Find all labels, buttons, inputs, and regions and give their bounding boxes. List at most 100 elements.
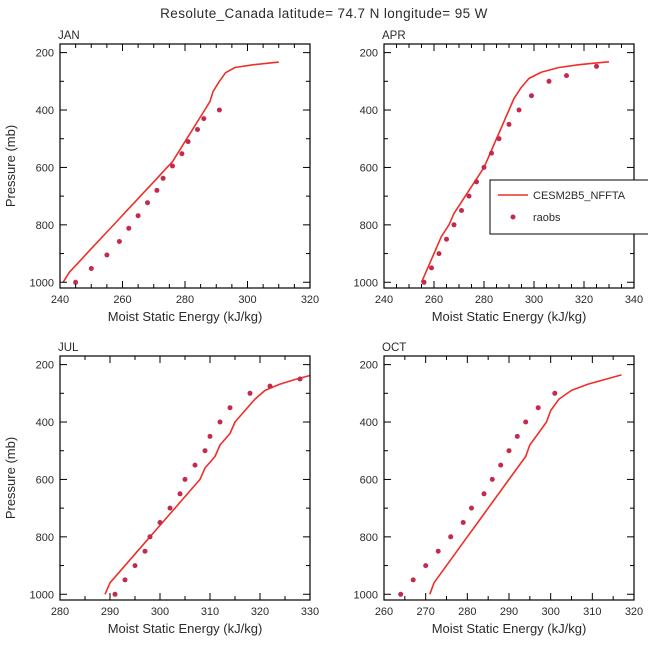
x-tick-label: 320 <box>625 606 643 618</box>
raobs-dot <box>122 577 128 583</box>
y-tick-label: 400 <box>36 105 54 117</box>
y-tick-label: 1000 <box>30 589 54 601</box>
y-tick-label: 600 <box>360 474 378 486</box>
y-tick-label: 600 <box>360 162 378 174</box>
x-tick-label: 310 <box>201 606 219 618</box>
model-line <box>62 61 279 283</box>
raobs-dot <box>564 73 569 79</box>
x-tick-label: 290 <box>500 606 518 618</box>
raobs-dot <box>177 491 183 497</box>
y-tick-label: 800 <box>36 220 54 232</box>
raobs-dot <box>460 520 466 525</box>
raobs-dot <box>217 419 223 425</box>
x-tick-label: 240 <box>51 294 69 306</box>
raobs-dot <box>594 63 599 69</box>
raobs-dot <box>135 213 141 219</box>
top-row: 240 260 280 300 320 200 400 600 800 1000 JAN Moist … <box>0 28 648 328</box>
raobs-dot <box>474 179 479 185</box>
y-tick-label: 200 <box>36 360 54 372</box>
raobs-dot <box>459 208 464 213</box>
x-axis-title: Moist Static Energy (kJ/kg) <box>432 621 587 636</box>
x-tick-label: 300 <box>525 294 543 306</box>
raobs-dot <box>481 164 487 170</box>
raobs-dot <box>448 534 454 540</box>
raobs-dot <box>421 279 427 285</box>
raobs-dot <box>182 476 188 482</box>
x-axis-title: Moist Static Energy (kJ/kg) <box>108 309 263 324</box>
raobs-dot <box>247 390 253 396</box>
y-tick-label: 400 <box>360 417 378 429</box>
raobs-dot <box>552 390 558 396</box>
model-line <box>420 61 610 283</box>
chart-panel-oct: 260 270 280 290 300 310 320 200 400 600 800 1000 OCT… <box>354 342 644 636</box>
x-tick-label: 280 <box>458 606 476 618</box>
x-tick-label: 290 <box>101 606 119 618</box>
chart-panel-jul: 280 290 300 310 320 330 200 400 600 800 1000 JUL Moi… <box>3 342 319 636</box>
y-tick-label: 800 <box>360 532 378 544</box>
x-tick-label: 280 <box>176 294 194 306</box>
x-tick-label: 320 <box>575 294 593 306</box>
raobs-dot <box>170 163 175 169</box>
y-tick-label: 800 <box>360 220 378 232</box>
x-tick-label: 280 <box>475 294 493 306</box>
x-tick-label: 320 <box>301 294 319 306</box>
model-line <box>104 374 311 595</box>
raobs-dot <box>297 376 303 382</box>
raobs-dot <box>410 577 416 583</box>
chart-panel-apr: 240 260 280 300 320 340 200 400 600 800 1000 APR Moi… <box>354 30 648 324</box>
panel-month-label: JUL <box>58 342 79 354</box>
raobs-dot <box>116 239 122 244</box>
raobs-dot <box>227 405 233 411</box>
raobs-dot <box>535 405 541 411</box>
raobs-dot <box>506 448 512 454</box>
raobs-dot <box>201 116 207 122</box>
x-tick-label: 320 <box>251 606 269 618</box>
raobs-dot <box>514 433 520 439</box>
raobs-dot <box>481 491 487 497</box>
panel-month-label: JAN <box>58 30 80 42</box>
raobs-dot <box>126 225 132 231</box>
y-tick-label: 200 <box>360 360 378 372</box>
model-line <box>429 374 622 595</box>
raobs-dot <box>489 150 494 156</box>
y-tick-label: 600 <box>36 474 54 486</box>
raobs-dot <box>73 279 79 285</box>
raobs-dot <box>546 78 552 84</box>
raobs-dot <box>516 107 522 113</box>
raobs-dot <box>192 462 198 468</box>
raobs-dot <box>216 107 222 113</box>
raobs-dot <box>506 121 512 127</box>
raobs-dot <box>207 433 213 439</box>
raobs-dot <box>423 563 429 569</box>
x-tick-label: 260 <box>425 294 443 306</box>
x-axis-title: Moist Static Energy (kJ/kg) <box>432 309 587 324</box>
raobs-dot <box>435 548 441 554</box>
raobs-dot <box>469 505 474 511</box>
raobs-dot <box>145 200 150 206</box>
raobs-dot <box>185 139 191 145</box>
legend-dot-sample <box>510 214 516 220</box>
plot-apr: 240 260 280 300 320 340 200 400 600 800 1000 APR Moi… <box>354 30 648 324</box>
raobs-dot <box>160 175 166 181</box>
x-tick-label: 280 <box>51 606 69 618</box>
panel-month-label: OCT <box>382 342 406 354</box>
y-tick-label: 200 <box>36 48 54 60</box>
y-axis-title: Pressure (mb) <box>3 437 18 519</box>
x-axis-title: Moist Static Energy (kJ/kg) <box>108 621 263 636</box>
x-tick-label: 240 <box>375 294 393 306</box>
x-tick-label: 300 <box>151 606 169 618</box>
raobs-dot <box>398 591 404 597</box>
raobs-dot <box>147 534 153 540</box>
raobs-dot <box>498 462 504 468</box>
raobs-dot <box>444 236 449 242</box>
y-tick-label: 1000 <box>354 589 378 601</box>
x-tick-label: 260 <box>113 294 131 306</box>
y-tick-label: 600 <box>36 162 54 174</box>
legend-line-label: CESM2B5_NFFTA <box>533 190 626 202</box>
x-tick-label: 270 <box>416 606 434 618</box>
y-tick-label: 200 <box>360 48 378 60</box>
raobs-dot <box>436 251 442 257</box>
raobs-dot <box>179 151 185 157</box>
